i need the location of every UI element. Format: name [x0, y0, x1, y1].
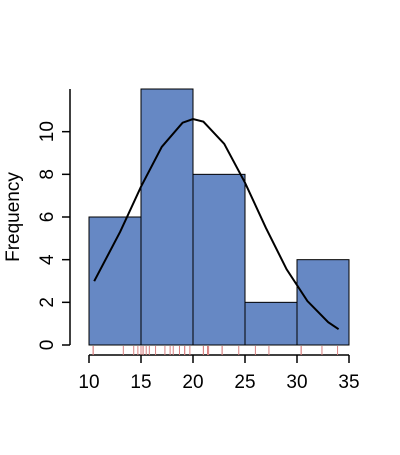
bar — [88, 216, 142, 346]
y-tick-label: 8 — [37, 169, 58, 180]
bar — [140, 88, 194, 346]
x-tick-label: 15 — [130, 372, 151, 393]
y-tick-label: 0 — [37, 340, 58, 351]
y-axis-label: Frequency — [3, 172, 24, 262]
y-tick-label: 10 — [37, 121, 58, 142]
y-tick-label: 2 — [37, 297, 58, 308]
x-tick-label: 25 — [234, 372, 255, 393]
bar — [244, 301, 298, 346]
density-curve — [93, 118, 340, 331]
bar — [192, 173, 246, 346]
x-tick-label: 35 — [338, 372, 359, 393]
bar — [296, 259, 350, 346]
x-tick-label: 10 — [78, 372, 99, 393]
x-tick-label: 20 — [182, 372, 203, 393]
x-tick-label: 30 — [286, 372, 307, 393]
y-tick-label: 6 — [37, 212, 58, 223]
y-tick-label: 4 — [37, 254, 58, 265]
